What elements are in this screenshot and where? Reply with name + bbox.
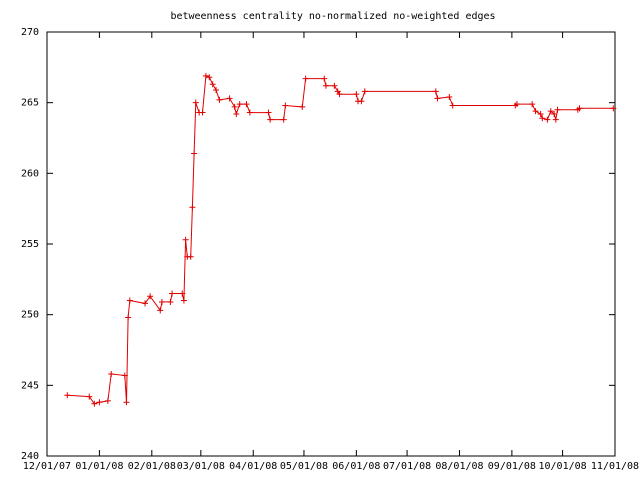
point-marker xyxy=(213,86,220,93)
y-tick-label: 270 xyxy=(21,27,39,38)
x-tick-label: 09/01/08 xyxy=(488,461,536,472)
point-marker xyxy=(537,110,544,117)
point-marker xyxy=(322,82,329,89)
point-marker xyxy=(180,297,187,304)
point-marker xyxy=(216,96,223,103)
point-marker xyxy=(361,88,368,95)
point-marker xyxy=(123,399,130,406)
point-marker xyxy=(158,298,165,305)
point-marker xyxy=(189,204,196,211)
point-marker xyxy=(610,105,617,112)
point-marker xyxy=(64,392,71,399)
point-marker xyxy=(169,290,176,297)
point-marker xyxy=(299,103,306,110)
point-marker xyxy=(157,307,164,314)
point-marker xyxy=(547,108,554,115)
point-marker xyxy=(539,115,546,122)
point-marker xyxy=(552,116,559,123)
point-marker xyxy=(265,109,272,116)
point-marker xyxy=(126,297,133,304)
x-tick-label: 05/01/08 xyxy=(280,461,328,472)
x-tick-label: 11/01/08 xyxy=(591,461,639,472)
point-marker xyxy=(233,110,240,117)
point-marker xyxy=(302,75,309,82)
y-tick-label: 265 xyxy=(21,98,39,109)
point-marker xyxy=(551,110,558,117)
y-tick-label: 250 xyxy=(21,310,39,321)
x-tick-label: 12/01/07 xyxy=(23,461,71,472)
point-marker xyxy=(529,101,536,108)
point-marker xyxy=(192,99,199,106)
x-tick-label: 08/01/08 xyxy=(435,461,483,472)
point-marker xyxy=(449,102,456,109)
point-marker xyxy=(104,397,111,404)
x-tick-label: 10/01/08 xyxy=(539,461,587,472)
x-tick-label: 06/01/08 xyxy=(332,461,380,472)
point-marker xyxy=(202,72,209,79)
point-marker xyxy=(358,98,365,105)
point-marker xyxy=(121,372,128,379)
point-marker xyxy=(167,298,174,305)
point-marker xyxy=(432,88,439,95)
series-line xyxy=(67,75,614,405)
point-marker xyxy=(336,91,343,98)
point-marker xyxy=(532,108,539,115)
point-marker xyxy=(96,399,103,406)
point-marker xyxy=(576,105,583,112)
chart-title: betweenness centrality no-normalized no-… xyxy=(170,11,495,22)
point-marker xyxy=(199,109,206,116)
y-tick-label: 245 xyxy=(21,380,39,391)
point-marker xyxy=(331,82,338,89)
point-marker xyxy=(236,101,243,108)
point-marker xyxy=(147,293,154,300)
x-tick-label: 02/01/08 xyxy=(128,461,176,472)
x-tick-label: 04/01/08 xyxy=(229,461,277,472)
point-marker xyxy=(267,116,274,123)
point-marker xyxy=(280,116,287,123)
point-marker xyxy=(142,300,149,307)
point-marker xyxy=(226,95,233,102)
point-marker xyxy=(209,81,216,88)
point-marker xyxy=(246,109,253,116)
point-marker xyxy=(206,74,213,81)
point-marker xyxy=(446,94,453,101)
x-tick-label: 07/01/08 xyxy=(383,461,431,472)
x-tick-label: 03/01/08 xyxy=(177,461,225,472)
point-marker xyxy=(231,103,238,110)
point-marker xyxy=(554,106,561,113)
point-marker xyxy=(243,101,250,108)
point-marker xyxy=(353,91,360,98)
point-marker xyxy=(321,75,328,82)
point-marker xyxy=(434,95,441,102)
point-marker xyxy=(108,371,115,378)
point-marker xyxy=(91,400,98,407)
y-tick-label: 240 xyxy=(21,451,39,462)
point-marker xyxy=(86,393,93,400)
point-marker xyxy=(179,290,186,297)
y-tick-label: 255 xyxy=(21,239,39,250)
point-marker xyxy=(182,236,189,243)
point-marker xyxy=(544,116,551,123)
point-marker xyxy=(187,253,194,260)
point-marker xyxy=(125,314,132,321)
y-tick-label: 260 xyxy=(21,168,39,179)
x-tick-label: 01/01/08 xyxy=(75,461,123,472)
point-marker xyxy=(513,101,520,108)
point-marker xyxy=(191,150,198,157)
point-marker xyxy=(282,102,289,109)
